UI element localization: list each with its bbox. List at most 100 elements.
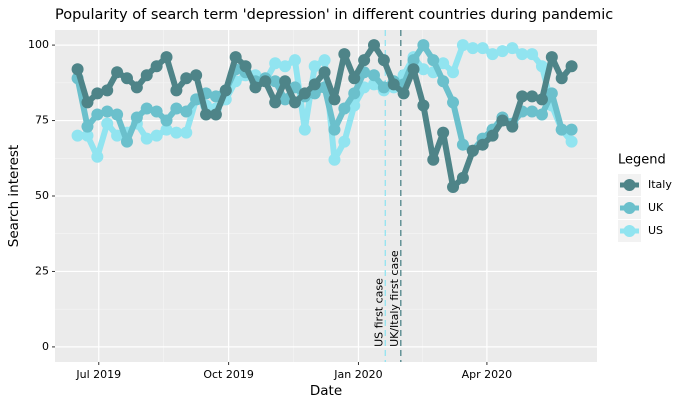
- data-point: [397, 87, 410, 100]
- data-point: [437, 57, 450, 70]
- data-point: [140, 132, 153, 145]
- data-point: [81, 120, 94, 133]
- data-point: [318, 54, 331, 67]
- data-point: [427, 54, 440, 67]
- data-point: [71, 63, 84, 76]
- data-point: [111, 108, 124, 121]
- data-point: [506, 42, 519, 55]
- legend-dot: [623, 202, 636, 214]
- data-point: [417, 63, 430, 76]
- data-point: [81, 129, 94, 142]
- data-point: [555, 72, 568, 85]
- data-point: [348, 87, 361, 100]
- data-point: [111, 66, 124, 79]
- data-point: [565, 135, 578, 148]
- data-point: [526, 105, 539, 118]
- data-point: [555, 123, 568, 136]
- data-point: [308, 78, 321, 91]
- data-point: [348, 72, 361, 85]
- data-point: [190, 69, 203, 82]
- data-point: [358, 54, 371, 67]
- data-point: [71, 129, 84, 142]
- legend-dot: [623, 225, 636, 237]
- data-point: [308, 60, 321, 73]
- data-point: [565, 123, 578, 136]
- data-point: [91, 150, 104, 163]
- data-point: [338, 48, 351, 61]
- y-tick-label: 100: [28, 38, 49, 51]
- data-point: [456, 171, 469, 184]
- data-point: [535, 60, 548, 73]
- data-point: [486, 129, 499, 142]
- data-point: [91, 108, 104, 121]
- legend-dot: [623, 179, 636, 191]
- data-point: [288, 54, 301, 67]
- x-tick-label: Apr 2020: [462, 368, 513, 381]
- data-point: [417, 39, 430, 52]
- data-point: [170, 102, 183, 115]
- data-point: [338, 135, 351, 148]
- y-tick-label: 50: [35, 189, 49, 202]
- data-point: [170, 126, 183, 139]
- event-label: UK/Italy first case: [388, 250, 401, 347]
- data-point: [535, 93, 548, 106]
- data-point: [338, 102, 351, 115]
- data-point: [535, 108, 548, 121]
- legend-label: UK: [648, 201, 664, 214]
- data-point: [545, 51, 558, 64]
- data-point: [229, 51, 242, 64]
- data-point: [150, 60, 163, 73]
- data-point: [377, 54, 390, 67]
- data-point: [81, 96, 94, 109]
- data-point: [506, 120, 519, 133]
- data-point: [526, 90, 539, 103]
- data-point: [437, 126, 450, 139]
- data-point: [279, 60, 292, 73]
- data-point: [437, 75, 450, 88]
- data-point: [407, 63, 420, 76]
- data-point: [200, 108, 213, 121]
- data-point: [180, 105, 193, 118]
- data-point: [180, 72, 193, 85]
- data-point: [219, 84, 232, 97]
- legend-label: US: [648, 224, 663, 237]
- data-point: [259, 75, 272, 88]
- data-point: [288, 96, 301, 109]
- x-tick-label: Oct 2019: [203, 368, 254, 381]
- data-point: [120, 135, 133, 148]
- data-point: [239, 60, 252, 73]
- data-point: [120, 72, 133, 85]
- data-point: [417, 99, 430, 112]
- data-point: [427, 153, 440, 166]
- data-point: [130, 81, 143, 94]
- data-point: [160, 123, 173, 136]
- data-point: [140, 69, 153, 82]
- y-tick-label: 0: [42, 340, 49, 353]
- data-point: [279, 75, 292, 88]
- data-point: [91, 87, 104, 100]
- data-point: [170, 84, 183, 97]
- data-point: [249, 81, 262, 94]
- data-point: [456, 138, 469, 151]
- y-tick-label: 25: [35, 264, 49, 277]
- data-point: [209, 108, 222, 121]
- data-point: [466, 144, 479, 157]
- data-point: [101, 105, 114, 118]
- data-point: [150, 129, 163, 142]
- data-point: [269, 96, 282, 109]
- data-point: [387, 78, 400, 91]
- data-point: [496, 45, 509, 58]
- data-point: [298, 123, 311, 136]
- x-axis-label: Date: [310, 383, 342, 399]
- data-point: [318, 66, 331, 79]
- data-point: [476, 138, 489, 151]
- y-axis-label: Search interest: [6, 145, 22, 247]
- data-point: [447, 180, 460, 193]
- data-point: [377, 81, 390, 94]
- data-point: [407, 54, 420, 67]
- data-point: [328, 123, 341, 136]
- data-point: [486, 48, 499, 61]
- data-point: [367, 69, 380, 82]
- data-point: [160, 114, 173, 127]
